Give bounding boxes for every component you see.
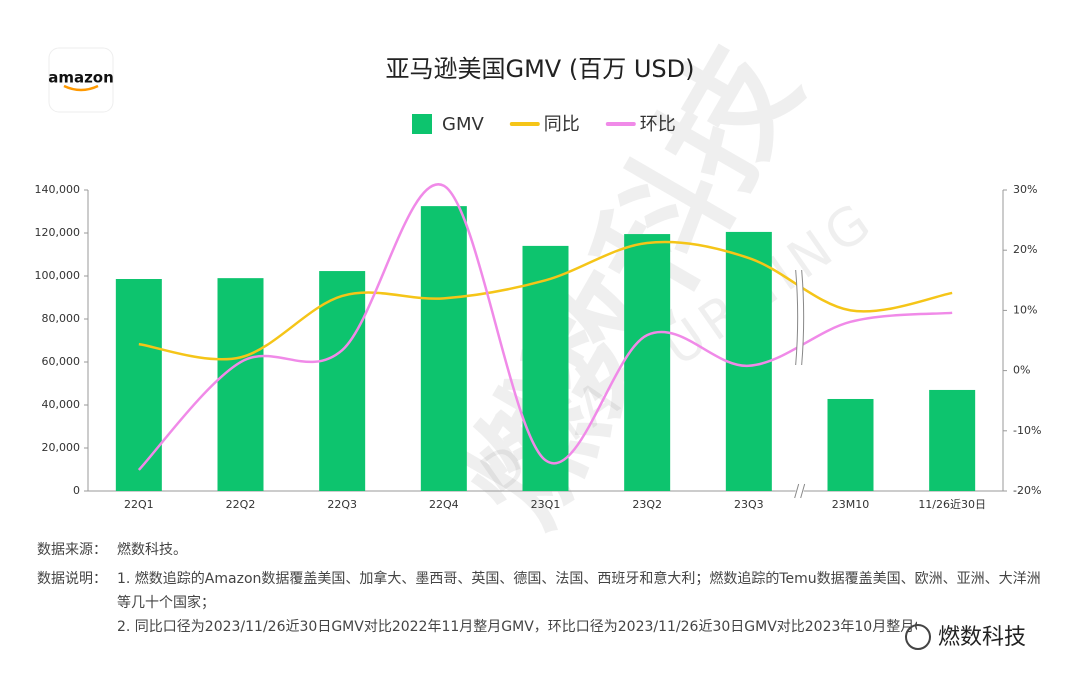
bar <box>522 245 569 491</box>
note: 1. 燃数追踪的Amazon数据覆盖美国、加拿大、墨西哥、英国、德国、法国、西班… <box>117 571 1041 611</box>
x-tick-label: 23Q2 <box>632 498 662 511</box>
y-tick-label: 0 <box>73 484 80 497</box>
chart-title: 亚马逊美国GMV (百万 USD) <box>386 55 695 83</box>
legend-label: GMV <box>442 114 484 135</box>
legend-label: 同比 <box>544 114 580 135</box>
line <box>138 240 953 361</box>
y-tick-label: 120,000 <box>35 226 81 239</box>
axis-break <box>795 483 804 499</box>
bar <box>217 278 264 491</box>
note: 2. 同比口径为2023/11/26近30日GMV对比2022年11月整月GMV… <box>117 619 917 635</box>
brand: 燃数科技 <box>938 625 1026 650</box>
brand-icon <box>905 624 931 650</box>
y-tick-label: 20,000 <box>42 441 81 454</box>
x-tick-label: 23Q1 <box>531 498 561 511</box>
bar <box>725 231 772 492</box>
y-tick-label: 60,000 <box>42 355 81 368</box>
x-tick-label: 22Q4 <box>429 498 459 511</box>
x-tick-label: 22Q2 <box>226 498 256 511</box>
legend-label: 环比 <box>640 114 676 135</box>
y-tick-label: 140,000 <box>35 183 81 196</box>
bar <box>319 271 366 491</box>
y2-tick-label: -10% <box>1013 424 1041 437</box>
axis-break <box>795 269 805 366</box>
notes-label: 数据说明： <box>37 571 107 587</box>
x-tick-label: 11/26近30日 <box>918 498 986 511</box>
bar <box>115 279 162 491</box>
logo-box <box>48 47 114 113</box>
source-label: 数据来源： <box>37 542 107 558</box>
bar <box>624 234 671 491</box>
bar <box>827 398 874 491</box>
axis-break <box>796 270 803 365</box>
y2-tick-label: 10% <box>1013 303 1037 316</box>
y2-tick-label: 30% <box>1013 183 1037 196</box>
x-tick-label: 23Q3 <box>734 498 764 511</box>
logo: amazon <box>48 69 114 87</box>
y-tick-label: 40,000 <box>42 398 81 411</box>
y-tick-label: 100,000 <box>35 269 81 282</box>
bar <box>929 389 976 491</box>
logo-smile <box>63 84 99 92</box>
x-tick-label: 23M10 <box>832 498 870 511</box>
x-tick-label: 22Q3 <box>327 498 357 511</box>
y2-tick-label: -20% <box>1013 484 1041 497</box>
legend-swatch <box>412 114 432 134</box>
x-tick-label: 22Q1 <box>124 498 154 511</box>
axis-break <box>794 483 806 499</box>
y2-tick-label: 0% <box>1013 364 1030 377</box>
y-tick-label: 80,000 <box>42 312 81 325</box>
line <box>137 183 953 471</box>
source: 燃数科技。 <box>117 542 187 558</box>
y2-tick-label: 20% <box>1013 243 1037 256</box>
bar <box>420 206 467 491</box>
